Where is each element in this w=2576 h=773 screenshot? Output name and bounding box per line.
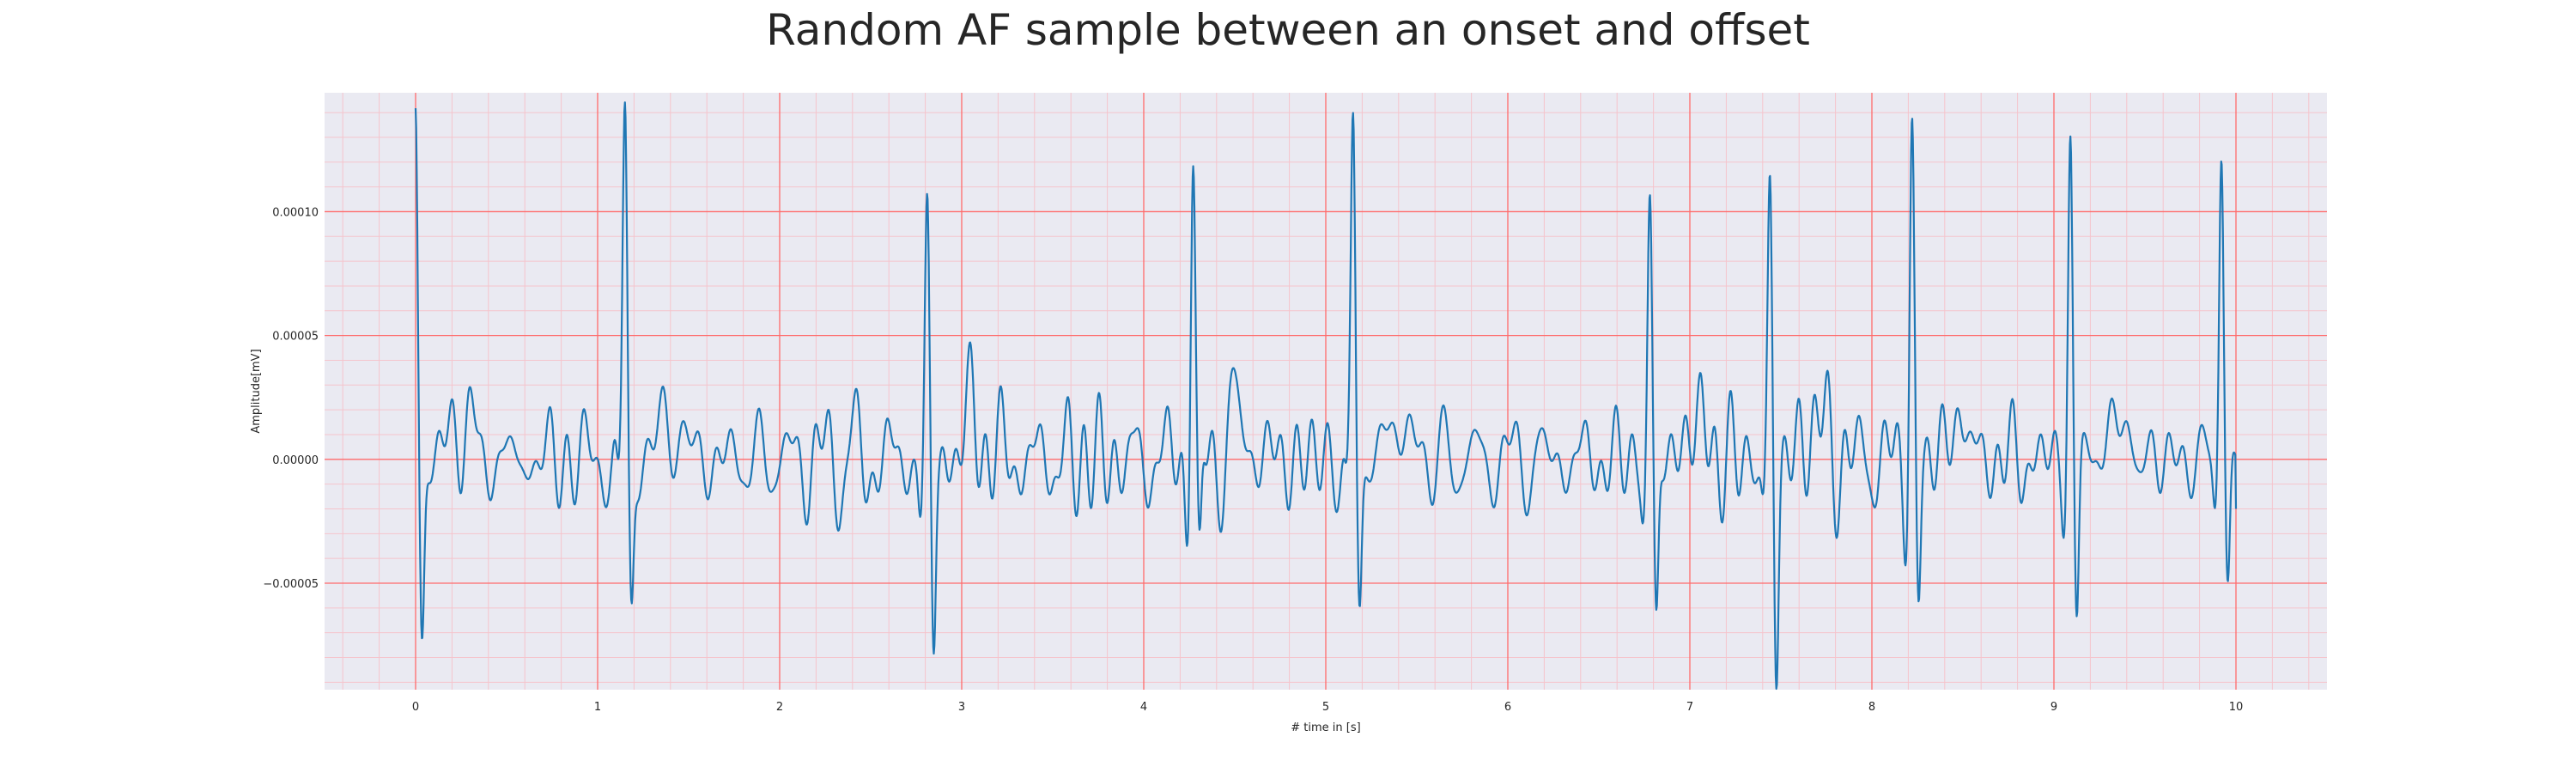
x-tick-label: 7 (1686, 701, 1693, 714)
y-axis-label: Amplitude[mV] (250, 349, 263, 433)
x-tick-label: 3 (958, 701, 965, 714)
major-grid (325, 93, 2327, 690)
x-tick-label: 8 (1868, 701, 1875, 714)
x-axis-label: # time in [s] (1291, 721, 1360, 734)
x-tick-label: 5 (1322, 701, 1329, 714)
x-tick-label: 6 (1504, 701, 1511, 714)
x-tick-label: 4 (1140, 701, 1147, 714)
y-tick-label: 0.00010 (272, 206, 319, 219)
series-line (414, 101, 2238, 691)
x-tick-label: 1 (594, 701, 601, 714)
y-tick-label: 0.00000 (272, 454, 319, 467)
chart-title: Random AF sample between an onset and of… (766, 5, 1810, 55)
x-tick-label: 10 (2229, 701, 2244, 714)
y-tick-label: 0.00005 (272, 331, 319, 344)
x-tick-label: 9 (2050, 701, 2057, 714)
x-tick-label: 2 (776, 701, 783, 714)
x-tick-labels: 0 1 2 3 4 5 6 7 8 9 10 (412, 701, 2243, 714)
x-tick-label: 0 (412, 701, 419, 714)
y-tick-label: −0.00005 (263, 578, 319, 591)
y-tick-labels: −0.00005 0.00000 0.00005 0.00010 (263, 206, 319, 591)
